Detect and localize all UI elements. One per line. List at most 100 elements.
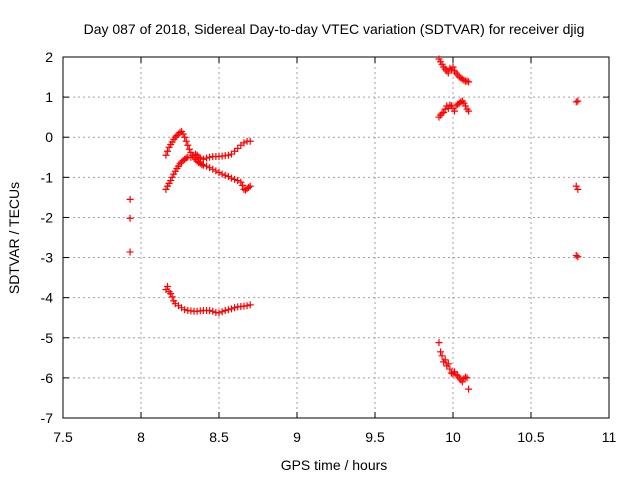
y-tick-label: 0 xyxy=(45,129,53,145)
data-point xyxy=(206,307,214,315)
series-late-middle xyxy=(435,97,473,121)
data-point xyxy=(173,132,181,140)
x-tick-labels: 7.5 8 8.5 9 9.5 10 10.5 11 xyxy=(53,429,616,445)
data-point xyxy=(209,307,217,315)
data-point xyxy=(572,182,580,190)
y-tick-label: -5 xyxy=(41,330,54,346)
data-point xyxy=(126,214,134,222)
data-point xyxy=(441,356,449,364)
data-point xyxy=(441,105,449,113)
data-point xyxy=(234,177,242,185)
data-point xyxy=(182,137,190,145)
data-point xyxy=(451,107,459,115)
data-point xyxy=(126,195,134,203)
data-point xyxy=(231,304,239,312)
data-point xyxy=(221,307,229,315)
data-point xyxy=(185,145,193,153)
data-point xyxy=(209,165,217,173)
data-point xyxy=(224,173,232,181)
data-point xyxy=(238,181,246,189)
data-point xyxy=(446,365,454,373)
data-point xyxy=(164,282,172,290)
data-point xyxy=(179,130,187,138)
data-point xyxy=(224,306,232,314)
data-point xyxy=(164,147,172,155)
data-point xyxy=(234,144,242,152)
data-point xyxy=(215,309,223,317)
data-point xyxy=(465,78,473,86)
data-point xyxy=(245,183,253,191)
data-point xyxy=(192,150,200,158)
data-point xyxy=(438,109,446,117)
data-point xyxy=(224,151,232,159)
series-end-isolated xyxy=(572,97,582,261)
data-point xyxy=(444,69,452,77)
chart-title: Day 087 of 2018, Sidereal Day-to-day VTE… xyxy=(84,21,585,37)
data-point xyxy=(167,177,175,185)
data-point xyxy=(227,174,235,182)
data-point xyxy=(176,128,184,136)
data-point xyxy=(181,133,189,141)
data-point xyxy=(221,171,229,179)
data-point xyxy=(440,108,448,116)
data-point xyxy=(195,153,203,161)
data-point xyxy=(449,63,457,71)
data-point xyxy=(447,369,455,377)
data-point xyxy=(444,360,452,368)
data-point xyxy=(199,161,207,169)
y-tick-label: -7 xyxy=(41,410,54,426)
series-lower-arc xyxy=(162,282,254,317)
data-point xyxy=(246,182,254,190)
y-tick-label: -1 xyxy=(41,169,54,185)
series-early-isolated xyxy=(126,195,134,256)
data-point xyxy=(126,248,134,256)
data-point xyxy=(572,252,580,260)
data-points xyxy=(126,55,582,393)
data-point xyxy=(168,293,176,301)
x-axis-label: GPS time / hours xyxy=(281,457,388,473)
data-point xyxy=(438,352,446,360)
grid-lines xyxy=(63,57,609,418)
x-tick-label: 8 xyxy=(137,429,145,445)
x-tick-label: 10.5 xyxy=(517,429,544,445)
x-tick-label: 8.5 xyxy=(209,429,229,445)
x-tick-label: 11 xyxy=(602,429,617,445)
data-point xyxy=(203,154,211,162)
data-point xyxy=(461,373,469,381)
data-point xyxy=(246,137,254,145)
data-point xyxy=(215,169,223,177)
data-point xyxy=(461,102,469,110)
series-middle-arc xyxy=(162,137,254,193)
x-tick-label: 7.5 xyxy=(53,429,73,445)
data-point xyxy=(458,378,466,386)
data-point xyxy=(465,107,473,115)
data-point xyxy=(463,77,471,85)
data-point xyxy=(460,375,468,383)
y-tick-label: -2 xyxy=(41,209,54,225)
data-point xyxy=(452,371,460,379)
data-point xyxy=(218,308,226,316)
data-point xyxy=(199,155,207,163)
series-late-top xyxy=(435,55,473,86)
data-point xyxy=(446,64,454,72)
data-point xyxy=(574,253,582,261)
data-point xyxy=(184,141,192,149)
data-point xyxy=(171,133,179,141)
data-point xyxy=(437,348,445,356)
data-point xyxy=(206,153,214,161)
data-point xyxy=(457,98,465,106)
y-tick-label: 2 xyxy=(45,49,53,65)
data-point xyxy=(246,301,254,309)
data-point xyxy=(227,305,235,313)
series-late-bottom xyxy=(435,339,473,393)
data-point xyxy=(460,76,468,84)
data-point xyxy=(446,101,454,109)
data-point xyxy=(240,185,248,193)
series-upper-arc xyxy=(162,128,254,194)
data-point xyxy=(574,97,582,105)
y-tick-label: -6 xyxy=(41,370,54,386)
y-axis-label: SDTVAR / TECUs xyxy=(6,182,22,294)
x-tick-label: 10 xyxy=(445,429,461,445)
y-tick-labels: -7 -6 -5 -4 -3 -2 -1 0 1 2 xyxy=(41,49,54,426)
